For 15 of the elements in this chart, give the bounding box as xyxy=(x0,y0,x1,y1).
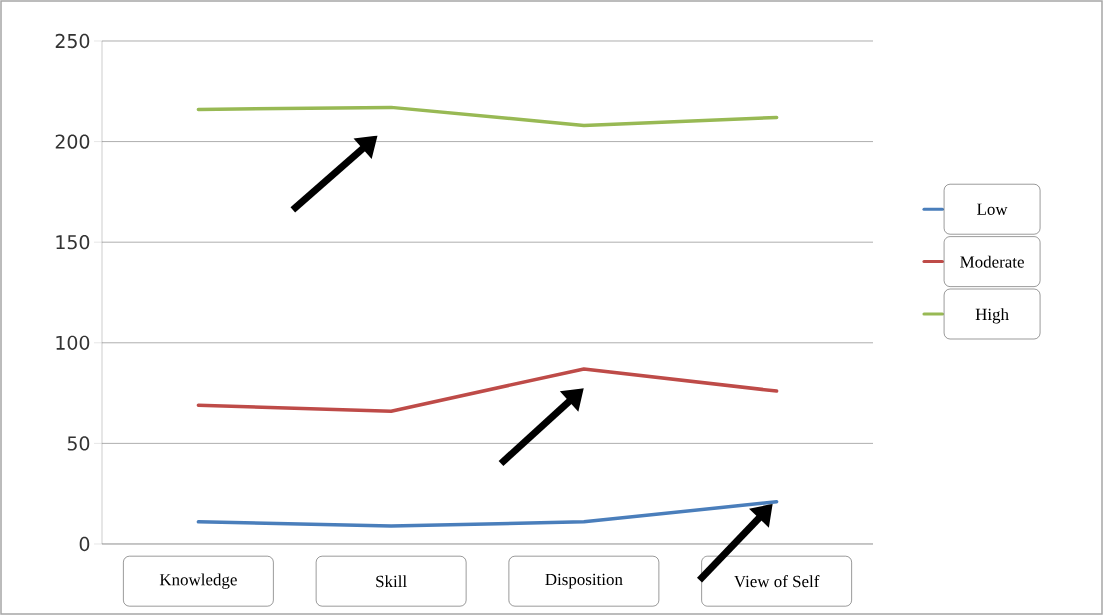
line-series xyxy=(196,367,779,413)
x-tick-label: Knowledge xyxy=(159,573,237,589)
x-tick-label: View of Self xyxy=(734,575,820,588)
x-tick-label: Skill xyxy=(376,575,407,588)
legend-label: High xyxy=(975,308,1009,324)
legend-label: Low xyxy=(977,203,1008,215)
y-tick-label: 250 xyxy=(55,33,90,49)
legend-label: Moderate xyxy=(960,255,1024,268)
line-series xyxy=(196,105,779,128)
y-tick-label: 200 xyxy=(55,134,90,149)
x-tick-label: Disposition xyxy=(545,573,623,589)
y-tick-label: 100 xyxy=(56,335,90,350)
y-tick-label: 50 xyxy=(67,436,90,451)
y-tick-label: 150 xyxy=(56,235,90,250)
y-tick-label: 0 xyxy=(79,536,90,552)
